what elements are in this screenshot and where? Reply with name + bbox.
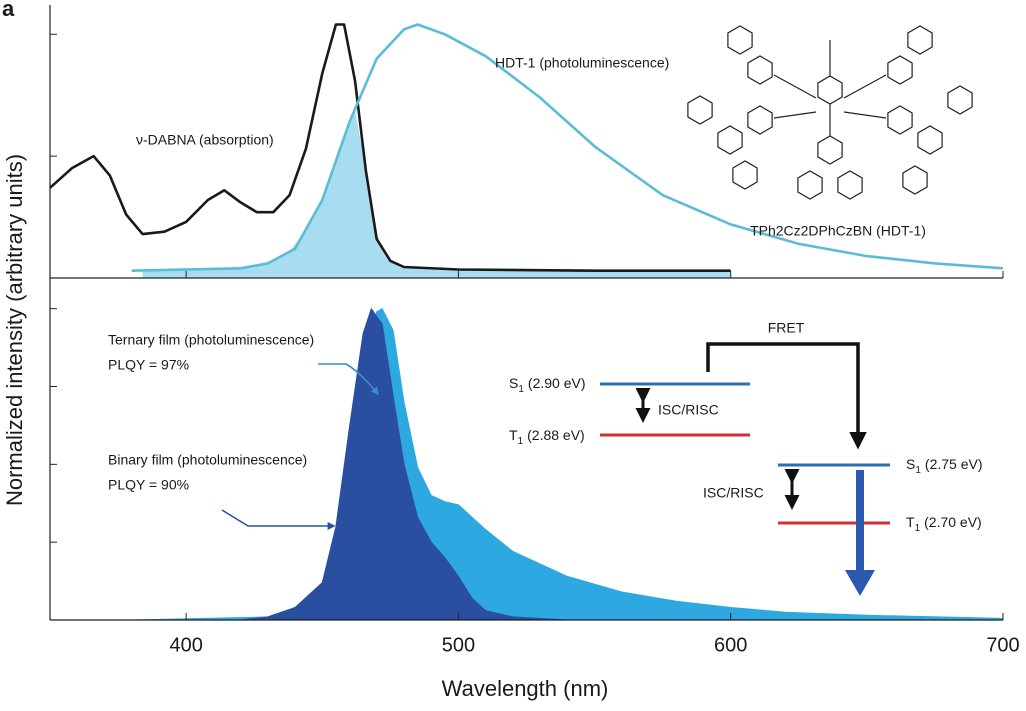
x-tick-label: 700 [986, 634, 1019, 656]
ring [817, 135, 843, 165]
data-line [131, 23, 1004, 272]
ring [907, 25, 933, 55]
bond [773, 111, 817, 119]
energy: (2.70 eV) [924, 514, 982, 530]
fret-label: FRET [768, 320, 805, 336]
bond [843, 74, 887, 99]
level-label: T1 (2.70 eV) [906, 514, 982, 534]
ring [902, 165, 928, 195]
fret-arrow [706, 342, 867, 450]
state: S [509, 375, 518, 391]
annotation-arrow [221, 509, 336, 530]
bond [843, 111, 887, 119]
series-label: HDT-1 (photoluminescence) [495, 55, 669, 71]
plot-layer [49, 23, 1004, 621]
ring [687, 95, 713, 125]
x-axis-label: Wavelength (nm) [442, 676, 609, 701]
plqy-label: PLQY = 90% [108, 477, 189, 493]
isc-label: ISC/RISC [703, 485, 764, 501]
energy: (2.75 eV) [925, 456, 983, 472]
energy: (2.90 eV) [528, 375, 586, 391]
annotation-arrow [318, 363, 380, 396]
data-line [49, 23, 731, 272]
ring [747, 55, 773, 85]
x-tick-label: 600 [714, 634, 747, 656]
panel-label: a [2, 0, 15, 21]
state: S [906, 456, 915, 472]
ring [887, 105, 913, 135]
state: T [906, 514, 915, 530]
ring [732, 160, 758, 190]
ring [747, 105, 773, 135]
state-subscript: 1 [518, 436, 524, 447]
y-axis-label: Normalized intensity (arbitrary units) [2, 154, 27, 506]
level-label: T1 (2.88 eV) [509, 427, 585, 447]
energy: (2.88 eV) [527, 427, 585, 443]
state: T [509, 427, 518, 443]
x-tick-label: 500 [442, 634, 475, 656]
plqy-label: PLQY = 97% [108, 357, 189, 373]
ring [947, 85, 973, 115]
ring [887, 55, 913, 85]
state-subscript: 1 [915, 523, 921, 534]
ring [797, 170, 823, 200]
series-label: Ternary film (photoluminescence) [108, 332, 314, 348]
isc-label: ISC/RISC [658, 402, 719, 418]
ring [727, 25, 753, 55]
ring [817, 75, 843, 105]
series-label: Binary film (photoluminescence) [108, 452, 307, 468]
molecule-structure [687, 25, 973, 200]
molecule-label: TPh2Cz2DPhCzBN (HDT-1) [750, 223, 926, 239]
emission-arrow-head [845, 570, 875, 596]
ring [917, 125, 943, 155]
x-tick-label: 400 [169, 634, 202, 656]
ring [717, 125, 743, 155]
level-label: S1 (2.75 eV) [906, 456, 983, 476]
data-area [240, 308, 568, 621]
ring [837, 170, 863, 200]
series-label: ν-DABNA (absorption) [136, 132, 274, 148]
level-label: S1 (2.90 eV) [509, 375, 586, 395]
bond [773, 74, 817, 99]
state-subscript: 1 [518, 384, 524, 395]
state-subscript: 1 [915, 465, 921, 476]
